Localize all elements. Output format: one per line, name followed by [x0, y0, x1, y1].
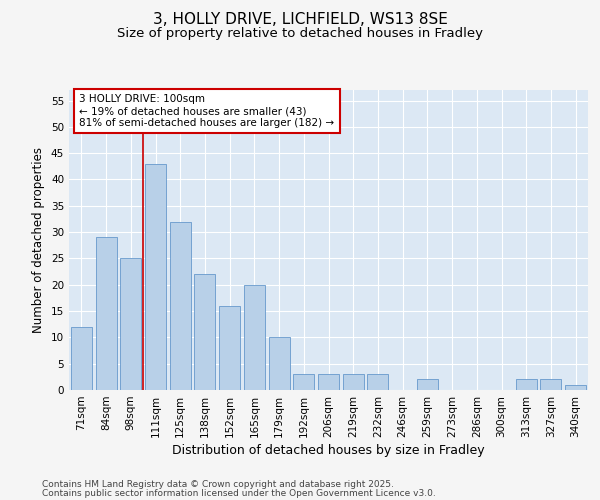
Bar	[71, 327, 92, 390]
Bar	[269, 338, 290, 390]
X-axis label: Distribution of detached houses by size in Fradley: Distribution of detached houses by size …	[172, 444, 485, 457]
Bar	[318, 374, 339, 390]
Text: Contains HM Land Registry data © Crown copyright and database right 2025.: Contains HM Land Registry data © Crown c…	[42, 480, 394, 489]
Bar	[565, 384, 586, 390]
Bar	[95, 238, 116, 390]
Bar	[417, 380, 438, 390]
Bar	[194, 274, 215, 390]
Bar	[219, 306, 240, 390]
Text: 3, HOLLY DRIVE, LICHFIELD, WS13 8SE: 3, HOLLY DRIVE, LICHFIELD, WS13 8SE	[152, 12, 448, 28]
Bar	[170, 222, 191, 390]
Bar	[516, 380, 537, 390]
Bar	[367, 374, 388, 390]
Bar	[293, 374, 314, 390]
Text: Contains public sector information licensed under the Open Government Licence v3: Contains public sector information licen…	[42, 489, 436, 498]
Text: Size of property relative to detached houses in Fradley: Size of property relative to detached ho…	[117, 28, 483, 40]
Bar	[541, 380, 562, 390]
Y-axis label: Number of detached properties: Number of detached properties	[32, 147, 46, 333]
Bar	[343, 374, 364, 390]
Bar	[244, 284, 265, 390]
Bar	[145, 164, 166, 390]
Bar	[120, 258, 141, 390]
Text: 3 HOLLY DRIVE: 100sqm
← 19% of detached houses are smaller (43)
81% of semi-deta: 3 HOLLY DRIVE: 100sqm ← 19% of detached …	[79, 94, 335, 128]
